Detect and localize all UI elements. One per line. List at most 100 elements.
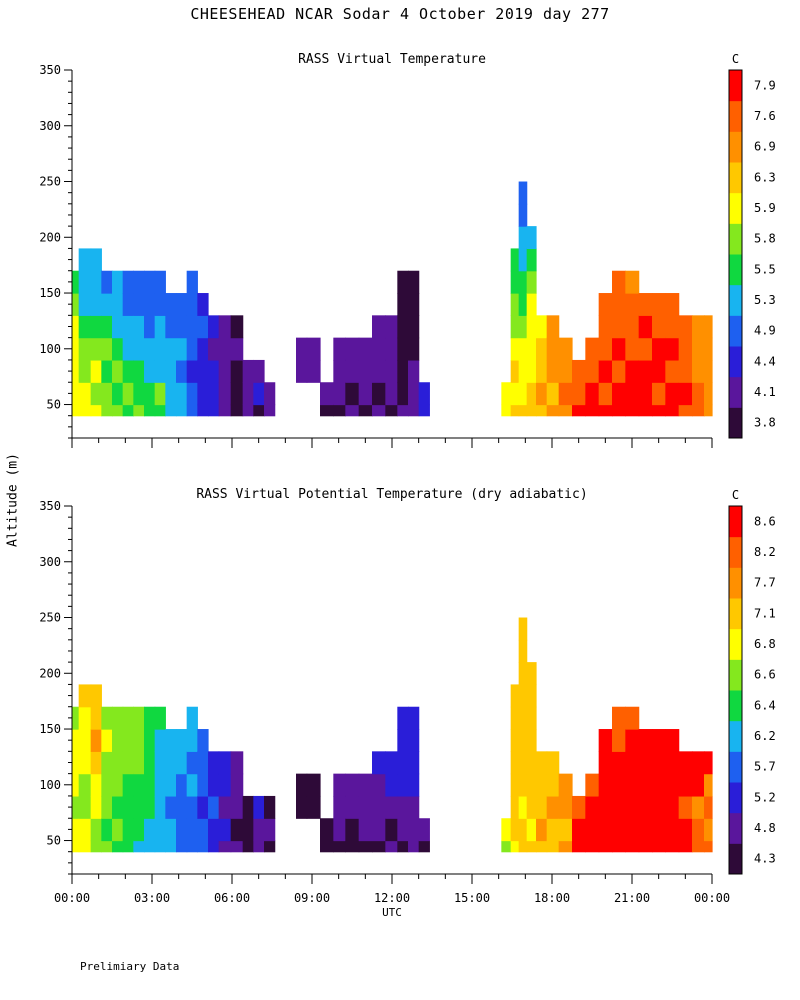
data-cell [372,751,386,775]
data-cell [197,315,209,339]
data-cell [501,382,512,406]
data-cell [518,617,528,641]
data-cell [90,315,102,339]
data-cell [638,751,653,775]
colorbar-label: 6.8 [754,637,776,651]
colorbar-swatch [729,782,742,814]
data-cell [397,315,409,339]
data-cell [242,795,254,819]
colorbar-swatch [729,192,742,224]
data-cell [625,315,640,339]
data-cell [397,795,409,819]
data-cell [510,684,520,708]
colorbar-swatch [729,315,742,347]
data-cell [78,404,92,417]
y-tick-label: 150 [39,722,61,736]
y-tick-label: 350 [39,499,61,513]
data-cell [133,840,145,853]
colorbar-label: 7.9 [754,78,776,92]
data-cell [242,818,254,842]
data-cell [101,751,113,775]
data-cell [358,404,373,417]
data-cell [78,773,92,797]
data-cell [704,404,713,417]
data-cell [397,359,409,383]
data-cell [133,382,145,406]
data-cell [408,359,420,383]
y-tick-label: 50 [47,398,61,412]
data-cell [625,293,640,316]
data-cell [78,840,92,853]
data-cell [418,404,430,417]
data-cell [101,382,113,406]
data-cell [144,315,156,339]
data-cell [358,337,373,361]
data-cell [230,337,244,361]
data-cell [264,840,276,853]
data-cell [665,729,680,752]
data-cell [652,315,666,339]
data-cell [90,382,102,406]
data-cell [536,404,548,417]
colorbar-units: C [732,488,739,502]
data-cell [598,382,613,406]
data-cell [90,751,102,775]
data-cell [122,773,134,797]
data-cell [186,359,198,383]
colorbar-frame [728,69,743,439]
colorbar-label: 4.8 [754,821,776,835]
data-cell [78,359,92,383]
data-cell [558,337,573,361]
data-cell [625,706,640,730]
preliminary-data-note: Prelimiary Data [80,960,180,973]
data-cell [320,382,334,406]
data-cell [510,270,520,294]
data-cell [197,773,209,797]
data-cell [652,729,666,752]
data-cell [176,404,188,417]
colorbar-label: 5.5 [754,262,776,276]
data-cell [186,315,198,339]
data-cell [692,818,705,842]
data-cell [101,359,113,383]
data-cell [186,751,198,775]
data-cell [704,818,713,842]
data-cell [526,293,537,316]
data-cell [692,773,705,797]
colorbar-label: 8.2 [754,545,776,559]
data-cell [154,404,166,417]
data-cell [510,840,520,853]
data-cell [526,840,537,853]
data-cell [230,751,244,775]
data-cell [536,773,548,797]
data-cell [704,795,713,819]
data-cell [598,293,613,316]
data-cell [625,840,640,853]
data-cell [186,840,198,853]
colorbar-label: 3.8 [754,416,776,430]
data-cell [510,795,520,819]
x-axis-label: UTC [382,906,402,919]
data-cell [253,404,265,417]
colorbar-swatch [729,812,742,844]
colorbar: 4.3 4.8 5.2 5.7 6.2 6.4 6.6 6.8 7.1 7.7 8.2 8.6 C [728,488,776,875]
data-cell [372,773,386,797]
data-cell [144,706,156,730]
data-cell [154,795,166,819]
data-cell [536,359,548,383]
data-cell [598,795,613,819]
data-cell [612,751,626,775]
data-cell [218,404,232,417]
data-cell [665,751,680,775]
data-cell [242,359,254,383]
data-cell [230,359,244,383]
data-cell [518,818,528,842]
data-cell [197,818,209,842]
colorbar-swatch [729,598,742,630]
data-cell [638,840,653,853]
data-cell [518,293,528,316]
colorbar-label: 5.7 [754,760,776,774]
y-tick-label: 200 [39,230,61,244]
colorbar-label: 6.9 [754,140,776,154]
y-tick-label: 150 [39,286,61,300]
